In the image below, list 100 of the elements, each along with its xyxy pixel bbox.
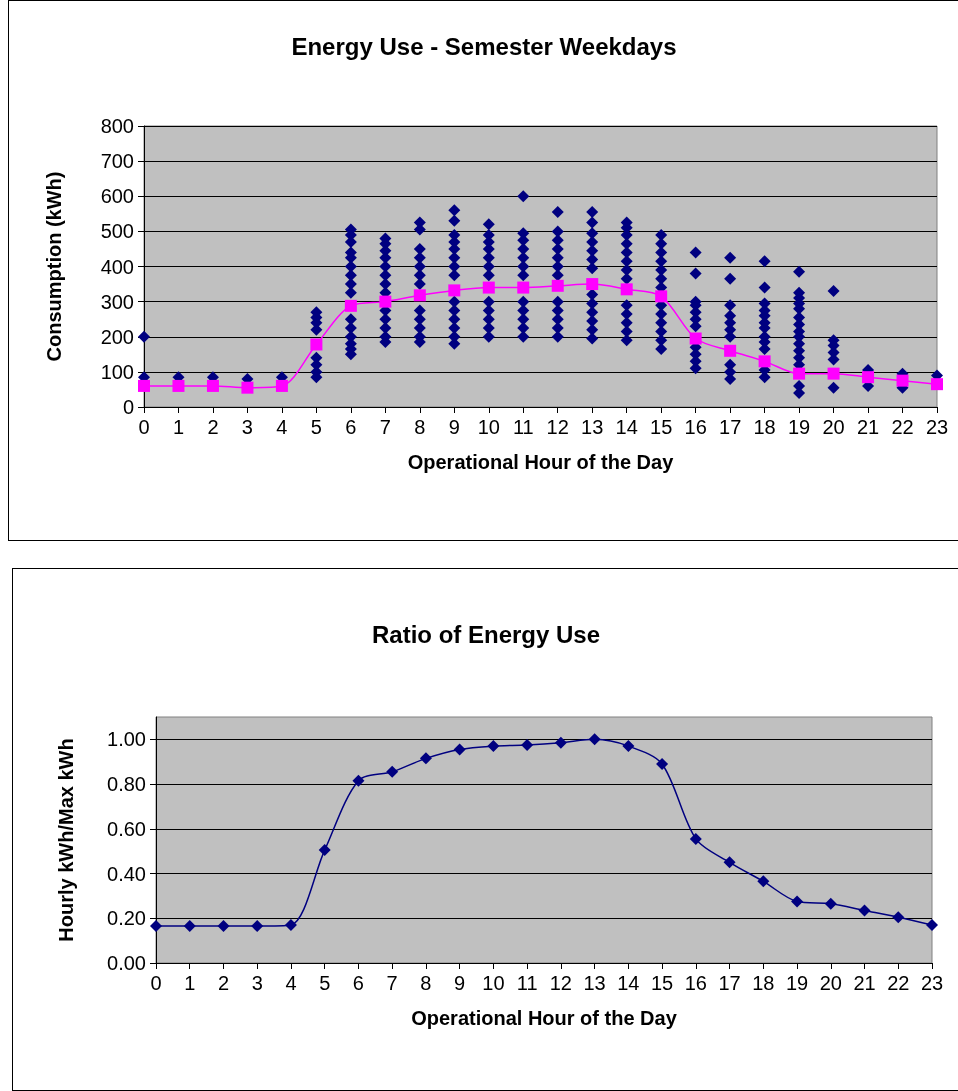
chart-title: Energy Use - Semester Weekdays (291, 32, 677, 60)
y-axis-title: Hourly kWh/Max kWh (55, 738, 77, 942)
x-tick-label: 22 (887, 972, 910, 994)
point (931, 378, 943, 391)
point (517, 281, 530, 294)
x-tick-label: 4 (285, 972, 297, 994)
point (892, 911, 905, 924)
point (655, 290, 668, 303)
point (217, 920, 230, 933)
x-tick-label: 3 (251, 972, 263, 994)
y-tick-label: 400 (100, 255, 134, 278)
x-tick-label: 22 (891, 416, 914, 438)
x-tick-label: 9 (454, 972, 466, 994)
point (206, 379, 219, 392)
x-tick-label: 8 (420, 972, 432, 994)
y-tick-label: 500 (100, 220, 134, 243)
x-tick-label: 14 (617, 972, 640, 994)
x-tick-label: 15 (650, 416, 673, 438)
x-tick-label: 18 (753, 416, 776, 438)
point (521, 738, 534, 751)
x-tick-label: 16 (684, 416, 707, 438)
point (896, 374, 909, 387)
x-tick-label: 0 (150, 972, 162, 994)
x-tick-label: 18 (752, 972, 775, 994)
x-tick-label: 11 (516, 972, 538, 994)
point (689, 832, 702, 845)
point (482, 281, 495, 294)
point (656, 757, 669, 770)
x-tick-label: 23 (925, 416, 949, 438)
point (318, 844, 331, 857)
x-tick-label: 12 (546, 416, 569, 438)
point (344, 299, 357, 312)
x-tick-label: 14 (615, 416, 638, 438)
x-tick-label: 10 (477, 416, 500, 438)
point (586, 278, 599, 291)
point (310, 338, 323, 351)
point (758, 355, 771, 368)
x-tick-label: 4 (276, 416, 288, 438)
x-tick-label: 12 (549, 972, 572, 994)
point (827, 367, 840, 380)
y-tick-label: 0.80 (107, 773, 146, 796)
point (379, 295, 392, 308)
x-tick-label: 5 (319, 972, 331, 994)
x-tick-label: 1 (184, 972, 196, 994)
point (251, 920, 264, 933)
point (138, 379, 150, 392)
y-tick-label: 700 (100, 150, 134, 173)
y-tick-label: 0.40 (107, 862, 146, 885)
y-tick-label: 0.60 (107, 817, 146, 840)
point (588, 733, 601, 746)
point (241, 381, 254, 394)
x-tick-label: 7 (386, 972, 398, 994)
x-tick-label: 7 (379, 416, 391, 438)
x-axis-title: Operational Hour of the Day (407, 451, 675, 473)
point (150, 920, 162, 933)
point (862, 371, 875, 384)
x-tick-label: 10 (482, 972, 505, 994)
x-tick-label: 20 (819, 972, 842, 994)
point (284, 918, 297, 931)
point (413, 289, 426, 302)
x-tick-label: 21 (853, 972, 876, 994)
y-tick-label: 0.20 (107, 907, 146, 930)
y-tick-label: 1.00 (107, 728, 146, 751)
x-tick-label: 15 (650, 972, 674, 994)
point (448, 284, 461, 297)
x-axis-title: Operational Hour of the Day (411, 1007, 678, 1029)
x-tick-label: 13 (581, 416, 604, 438)
y-axis-title: Consumption (kWh) (43, 171, 65, 362)
point (926, 918, 938, 931)
x-tick-label: 8 (414, 416, 426, 438)
point (824, 897, 837, 910)
point (487, 740, 500, 753)
x-tick-label: 9 (448, 416, 460, 438)
x-tick-label: 5 (310, 416, 322, 438)
point (183, 920, 196, 933)
x-tick-label: 23 (920, 972, 944, 994)
point (622, 740, 635, 753)
point (791, 895, 804, 908)
x-tick-label: 1 (172, 416, 185, 438)
x-tick-label: 17 (719, 416, 742, 438)
point (453, 743, 466, 756)
x-tick-label: 13 (583, 972, 606, 994)
y-tick-label: 100 (100, 360, 134, 383)
x-tick-label: 6 (345, 416, 357, 438)
point (419, 752, 432, 765)
y-tick-label: 200 (100, 325, 134, 348)
point (689, 332, 702, 345)
chart-title: Ratio of Energy Use (371, 620, 601, 648)
y-tick-label: 0 (122, 396, 134, 418)
point (554, 736, 567, 749)
point (723, 856, 736, 869)
point (620, 283, 633, 296)
x-tick-label: 11 (512, 416, 534, 438)
point (551, 279, 564, 292)
x-tick-label: 21 (856, 416, 880, 438)
x-tick-label: 20 (822, 416, 845, 438)
point (793, 367, 806, 380)
point (757, 875, 770, 888)
x-tick-label: 6 (352, 972, 364, 994)
point (172, 379, 185, 392)
